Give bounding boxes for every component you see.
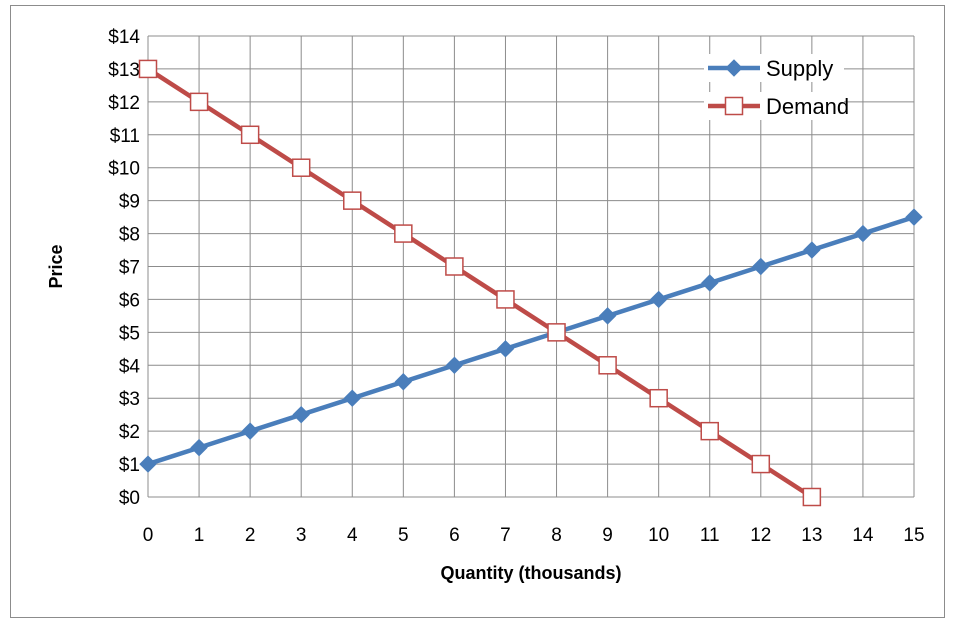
supply-point	[598, 307, 617, 325]
demand-point	[751, 454, 771, 474]
demand-point	[496, 290, 515, 309]
legend-label-demand: Demand	[766, 94, 849, 119]
x-tick-label: 8	[551, 525, 562, 546]
supply-point	[905, 208, 923, 226]
x-tick-label: 6	[449, 525, 460, 546]
supply-point	[241, 422, 259, 440]
supply-point	[854, 224, 872, 243]
x-tick-label: 9	[602, 525, 613, 546]
demand-point	[189, 92, 209, 112]
series-markers	[138, 59, 923, 507]
y-tick-label: $10	[108, 159, 140, 180]
demand-point	[598, 356, 617, 375]
x-tick-label: 10	[648, 525, 669, 546]
y-tick-label: $1	[119, 455, 140, 476]
x-tick-label: 15	[903, 525, 924, 546]
supply-point	[445, 356, 464, 374]
y-tick-label: $14	[108, 27, 140, 48]
demand-point	[547, 323, 566, 342]
supply-point	[752, 257, 770, 276]
demand-point	[138, 59, 158, 79]
supply-point	[343, 389, 361, 407]
x-axis-ticks: 0 1 2 3 4 5 6 7 8 9 10 11 12 13 14 15	[143, 525, 925, 546]
demand-point	[291, 158, 311, 177]
supply-point	[292, 405, 310, 424]
x-tick-label: 12	[750, 525, 771, 546]
legend-marker-supply	[725, 59, 743, 77]
series-lines	[146, 67, 915, 499]
supply-point	[139, 455, 157, 473]
x-tick-label: 13	[801, 525, 822, 546]
x-tick-label: 1	[194, 525, 205, 546]
y-tick-label: $5	[119, 323, 140, 344]
y-tick-label: $12	[108, 93, 140, 114]
demand-point	[649, 388, 668, 408]
supply-point	[649, 290, 668, 309]
legend-label-supply: Supply	[766, 56, 833, 81]
y-axis-title: Price	[46, 244, 66, 288]
x-tick-label: 14	[852, 525, 874, 546]
y-tick-label: $11	[110, 126, 140, 147]
supply-point	[701, 274, 719, 292]
supply-point	[803, 241, 821, 259]
x-tick-label: 7	[500, 525, 511, 546]
x-tick-label: 11	[700, 525, 720, 546]
supply-point	[190, 438, 208, 457]
y-tick-label: $0	[119, 488, 140, 509]
y-tick-label: $2	[119, 422, 140, 443]
y-tick-label: $4	[119, 356, 141, 377]
demand-point	[802, 487, 822, 507]
supply-point	[394, 373, 413, 391]
x-tick-label: 2	[245, 525, 256, 546]
y-tick-label: $13	[108, 60, 140, 81]
y-tick-label: $6	[119, 290, 140, 311]
x-tick-label: 5	[398, 525, 409, 546]
x-tick-label: 0	[143, 525, 154, 546]
x-tick-label: 3	[296, 525, 307, 546]
y-tick-label: $8	[119, 225, 140, 246]
demand-point	[343, 191, 362, 210]
y-tick-label: $9	[119, 192, 140, 213]
demand-point	[394, 224, 413, 243]
y-axis-ticks: $0 $1 $2 $3 $4 $5 $6 $7 $8 $9 $10 $11 $12 $13 $14	[108, 27, 140, 509]
supply-line	[147, 214, 915, 467]
gridlines	[147, 35, 915, 498]
legend: Supply Demand	[704, 54, 849, 120]
y-tick-label: $3	[119, 389, 140, 410]
y-tick-label: $7	[119, 258, 140, 279]
legend-marker-demand	[724, 96, 744, 116]
supply-point	[496, 340, 515, 358]
x-axis-title: Quantity (thousands)	[441, 563, 622, 583]
x-tick-label: 4	[347, 525, 358, 546]
demand-point	[240, 125, 260, 145]
demand-point	[700, 421, 719, 441]
demand-point	[445, 257, 464, 276]
